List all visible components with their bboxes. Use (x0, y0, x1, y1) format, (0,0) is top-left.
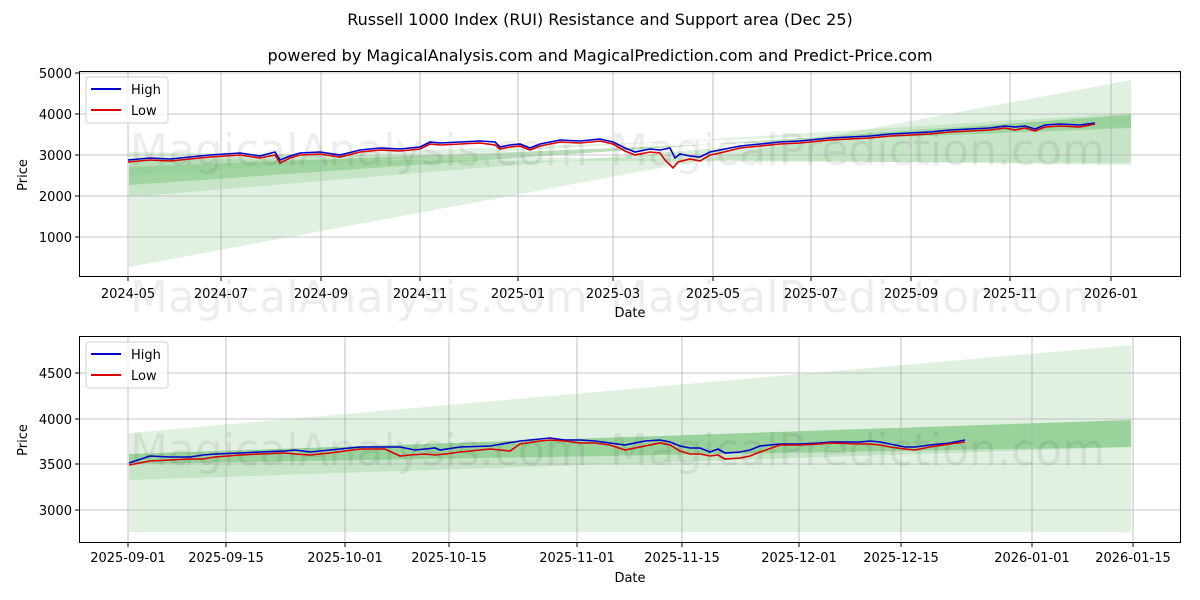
top-x-tick-label: 2024-09 (294, 287, 348, 302)
bottom-axes-frame (79, 336, 1181, 543)
bottom-y-ticks (75, 372, 79, 511)
bottom-legend: High Low (85, 341, 169, 389)
top-band-outer (129, 80, 1131, 267)
top-x-axis-label: Date (614, 306, 645, 321)
watermark-analysis-2: MagicalAnalysis.com (130, 272, 588, 323)
top-y-tick-label: 5000 (39, 67, 72, 82)
bottom-y-tick-label: 4000 (39, 413, 72, 428)
top-y-tick-label: 4000 (39, 108, 72, 123)
legend-high-label: High (131, 348, 161, 363)
bottom-low-line (128, 439, 966, 466)
bottom-x-tick-label: 2025-11-01 (539, 551, 615, 566)
bottom-x-axis-label: Date (614, 571, 645, 586)
top-x-tick-label: 2025-09 (884, 287, 938, 302)
bottom-band-inner (129, 420, 1131, 464)
top-y-ticks (75, 72, 79, 238)
top-y-tick-label: 3000 (39, 149, 72, 164)
bottom-y-tick-label: 4500 (39, 367, 72, 382)
bottom-x-tick-label: 2026-01-15 (1095, 551, 1171, 566)
watermark-prediction-2: MagicalPrediction.com (610, 272, 1105, 323)
top-x-tick-label: 2025-11 (983, 287, 1037, 302)
top-x-tick-label: 2024-05 (101, 287, 155, 302)
top-x-tick-label: 2024-11 (393, 287, 447, 302)
top-x-tick-label: 2025-03 (586, 287, 640, 302)
legend-high-label: High (131, 83, 161, 98)
bottom-x-ticks (127, 543, 1134, 547)
bottom-chart: MagicalAnalysis.com MagicalPrediction.co… (16, 336, 1181, 586)
bottom-x-tick-label: 2025-11-15 (644, 551, 720, 566)
chart-subtitle: powered by MagicalAnalysis.com and Magic… (267, 46, 933, 65)
bottom-x-tick-label: 2025-12-15 (863, 551, 939, 566)
top-y-tick-label: 1000 (39, 231, 72, 246)
watermark-prediction-3: MagicalPrediction.com (610, 425, 1105, 476)
bottom-grid (80, 336, 1180, 542)
bottom-high-line (128, 437, 966, 464)
legend-low-label: Low (131, 104, 157, 119)
bottom-x-tick-label: 2025-10-01 (307, 551, 383, 566)
top-chart: MagicalAnalysis.com MagicalPrediction.co… (16, 67, 1181, 323)
top-x-tick-label: 2025-05 (686, 287, 740, 302)
watermark-prediction: MagicalPrediction.com (610, 125, 1105, 176)
bottom-y-axis-label: Price (16, 424, 31, 456)
top-band-inner2 (129, 113, 1131, 175)
top-y-axis-label: Price (16, 159, 31, 191)
top-x-tick-label: 2025-07 (784, 287, 838, 302)
bottom-y-tick-label: 3000 (39, 504, 72, 519)
watermark-analysis-3: MagicalAnalysis.com (130, 425, 588, 476)
bottom-y-tick-label: 3500 (39, 458, 72, 473)
bottom-x-tick-label: 2025-12-01 (761, 551, 837, 566)
top-x-tick-label: 2026-01 (1084, 287, 1138, 302)
top-y-tick-label: 2000 (39, 190, 72, 205)
bottom-x-tick-label: 2026-01-01 (994, 551, 1070, 566)
top-low-line (127, 123, 1096, 170)
bottom-x-tick-label: 2025-10-15 (411, 551, 487, 566)
bottom-x-tick-label: 2025-09-01 (90, 551, 166, 566)
top-x-tick-label: 2024-07 (194, 287, 248, 302)
top-high-line (127, 122, 1096, 161)
top-x-ticks (127, 277, 1112, 281)
top-axes-frame (79, 71, 1181, 277)
top-legend: High Low (85, 76, 169, 124)
legend-low-label: Low (131, 369, 157, 384)
top-x-tick-label: 2025-01 (491, 287, 545, 302)
bottom-x-tick-label: 2025-09-15 (188, 551, 264, 566)
chart-title: Russell 1000 Index (RUI) Resistance and … (347, 10, 853, 29)
